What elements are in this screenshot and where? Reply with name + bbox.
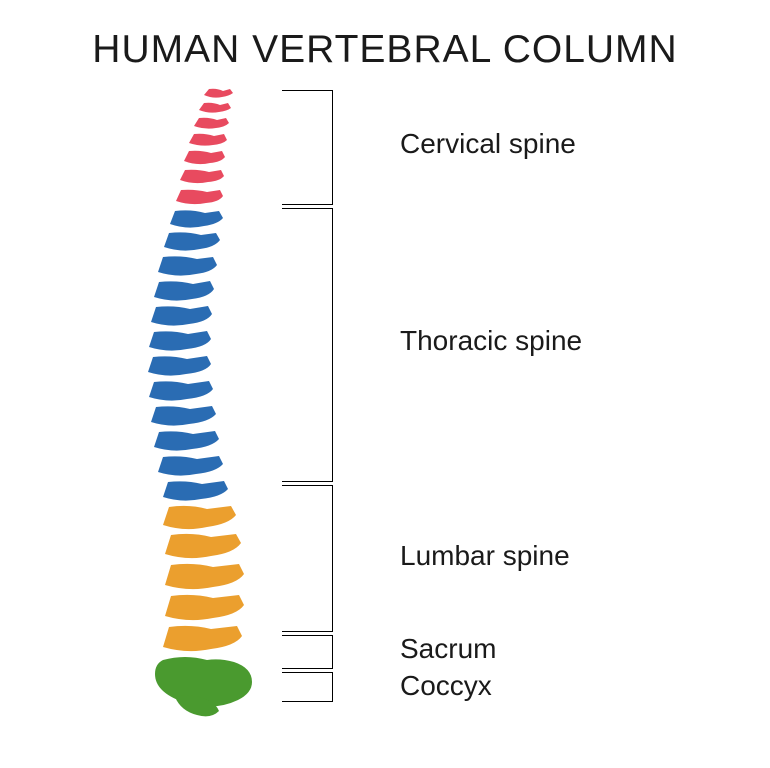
label-coccyx: Coccyx — [400, 670, 492, 702]
bracket-coccyx — [282, 672, 333, 702]
diagram-title: HUMAN VERTEBRAL COLUMN — [0, 28, 770, 72]
thoracic-group — [148, 210, 228, 500]
label-thoracic: Thoracic spine — [400, 325, 582, 357]
label-cervical: Cervical spine — [400, 128, 576, 160]
label-lumbar: Lumbar spine — [400, 540, 570, 572]
cervical-group — [176, 89, 233, 204]
bracket-sacrum — [282, 635, 333, 669]
bracket-lumbar — [282, 485, 333, 632]
bracket-thoracic — [282, 208, 333, 482]
label-sacrum: Sacrum — [400, 633, 496, 665]
bracket-cervical — [282, 90, 333, 205]
diagram-container: HUMAN VERTEBRAL COLUMN — [0, 0, 770, 768]
lumbar-group — [163, 506, 244, 651]
sacrum-coccyx-group — [155, 657, 252, 716]
